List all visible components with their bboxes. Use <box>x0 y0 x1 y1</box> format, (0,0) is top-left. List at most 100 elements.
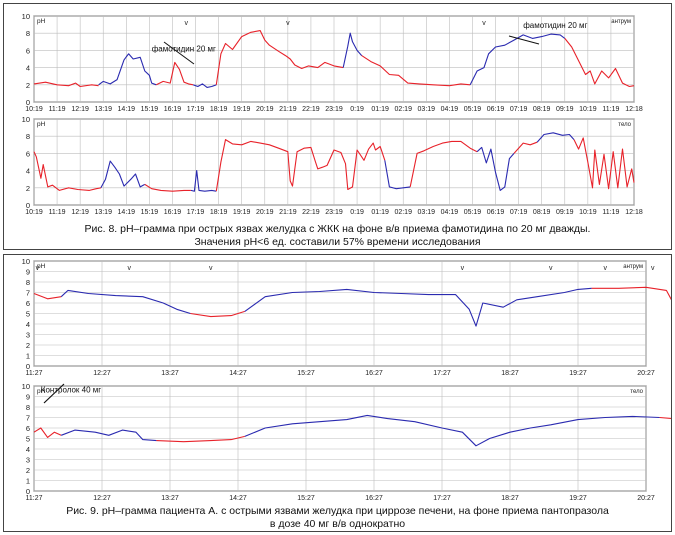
y-tick-label: 2 <box>26 466 30 475</box>
annotation-arrow <box>43 383 65 404</box>
x-tick-label: 11:19 <box>49 106 66 113</box>
y-tick-label: 8 <box>26 403 30 412</box>
ph-trace-pre <box>33 81 99 88</box>
figure-9-caption-line1: Рис. 9. pH–грамма пациента А. с острыми … <box>66 505 609 517</box>
chart-panel-3: 01 23 45 67 89 10 11:27 12:27 13:27 14:27 15:27 16:… <box>22 257 675 377</box>
y-tick-label: 2 <box>26 81 30 90</box>
ph-trace-pre <box>215 30 344 85</box>
ph-trace-pre <box>215 139 386 192</box>
ph-trace-drug <box>244 414 660 447</box>
event-marker: v <box>185 20 189 27</box>
channel-label: тело <box>630 389 643 395</box>
figure-8-caption-line2: Значения pH<6 ед. составили 57% времени … <box>194 236 481 248</box>
x-tick-label: 23:19 <box>325 106 343 113</box>
y-tick-label: 9 <box>26 393 30 402</box>
ph-trace-pre <box>659 416 675 422</box>
annotation-arrow <box>163 41 195 65</box>
y-tick-label: 2 <box>26 184 30 193</box>
x-tick-label: 16:19 <box>164 209 182 216</box>
figure-8-charts: 0 2 4 6 8 10 10:19 11:19 12:19 13:19 14:19 15:19 16:… <box>22 12 643 216</box>
y-tick-label: 3 <box>26 331 30 340</box>
y-tick-label: 0 <box>26 201 30 210</box>
x-tick-label: 08:19 <box>533 209 551 216</box>
figure-8: 0 2 4 6 8 10 10:19 11:19 12:19 13:19 14:19 15:19 16:… <box>3 3 672 250</box>
annotation-label: фамотидин 20 мг <box>152 44 216 53</box>
y-tick-label: 8 <box>26 29 30 38</box>
event-marker: v <box>209 265 213 272</box>
ph-trace-pre <box>513 141 538 154</box>
figure-9-caption-line2: в дозе 40 мг в/в однократно <box>269 518 406 530</box>
y-tick-label: 0 <box>26 98 30 107</box>
figure-9-caption: Рис. 9. pH–грамма пациента А. с острыми … <box>4 505 671 531</box>
x-tick-label: 13:27 <box>161 495 179 502</box>
annotation-label: фамотидин 20 мг <box>523 21 587 30</box>
x-tick-label: 18:27 <box>501 495 519 502</box>
ph-trace-pre <box>190 310 245 318</box>
x-tick-label: 12:27 <box>93 495 111 502</box>
x-tick-label: 19:19 <box>233 209 251 216</box>
y-tick-label: 0 <box>26 362 30 371</box>
chart-panel-2: 0 2 4 6 8 10 10:19 11:19 12:19 13:19 14:19 15:19 16:… <box>22 115 643 216</box>
chart-panel-1: 0 2 4 6 8 10 10:19 11:19 12:19 13:19 14:19 15:19 16:… <box>22 12 643 113</box>
y-tick-label: 6 <box>26 46 30 55</box>
x-tick-label: 07:19 <box>510 209 528 216</box>
y-tick-label: 7 <box>26 289 30 298</box>
x-tick-label: 01:19 <box>371 106 389 113</box>
y-tick-label: 5 <box>26 310 30 319</box>
x-tick-label: 13:27 <box>161 370 179 377</box>
y-tick-label: 10 <box>22 12 30 21</box>
x-tick-label: 11:27 <box>26 495 43 502</box>
y-tick-label: 5 <box>26 435 30 444</box>
x-tick-label: 22:19 <box>302 209 320 216</box>
y-tick-label: 4 <box>26 320 30 329</box>
x-tick-label: 18:27 <box>501 370 519 377</box>
y-tick-label: 0 <box>26 487 30 496</box>
x-tick-label: 10:19 <box>579 106 597 113</box>
x-tick-label: 18:19 <box>210 106 228 113</box>
ph-trace-drug <box>193 83 217 88</box>
ph-trace-pre <box>409 140 478 188</box>
y-tick-label: 4 <box>26 445 30 454</box>
y-tick-label: 6 <box>26 299 30 308</box>
ph-trace-drug <box>469 33 566 86</box>
x-tick-label: 11:19 <box>602 209 619 216</box>
y-tick-label: 6 <box>26 424 30 433</box>
x-tick-label: 10:19 <box>25 209 43 216</box>
x-tick-label: 17:19 <box>187 106 205 113</box>
x-tick-label: 18:19 <box>210 209 228 216</box>
x-tick-label: 17:27 <box>433 495 451 502</box>
x-tick-label: 17:27 <box>433 370 451 377</box>
y-tick-label: 3 <box>26 456 30 465</box>
x-tick-label: 10:19 <box>25 106 43 113</box>
channel-label: антрум <box>611 19 631 25</box>
ph-trace-pre <box>33 151 102 191</box>
ph-trace-drug <box>98 53 157 86</box>
y-axis-label: pH <box>37 263 46 270</box>
y-tick-label: 10 <box>22 257 30 266</box>
ph-trace-drug <box>476 146 515 191</box>
x-tick-label: 09:19 <box>556 209 574 216</box>
ph-trace-drug <box>60 289 191 315</box>
x-tick-label: 12:27 <box>93 370 111 377</box>
x-tick-label: 16:27 <box>365 495 383 502</box>
x-tick-label: 15:27 <box>297 370 315 377</box>
ph-trace-drug <box>244 287 592 327</box>
ph-trace-pre <box>564 38 635 88</box>
x-tick-label: 20:27 <box>637 495 655 502</box>
ph-trace-pre <box>591 286 675 308</box>
ph-trace-pre <box>573 137 635 190</box>
ph-trace-pre <box>144 183 191 192</box>
x-tick-label: 0:19 <box>350 209 364 216</box>
x-tick-label: 16:27 <box>365 370 383 377</box>
x-tick-label: 21:19 <box>279 209 297 216</box>
ph-trace-pre <box>156 61 194 86</box>
x-tick-label: 14:27 <box>229 495 247 502</box>
y-tick-label: 10 <box>22 115 30 124</box>
event-marker: v <box>127 265 131 272</box>
x-tick-label: 12:18 <box>625 106 643 113</box>
x-tick-label: 12:19 <box>71 209 89 216</box>
event-marker: v <box>549 265 553 272</box>
x-tick-label: 03:19 <box>418 209 436 216</box>
annotation-arrow <box>508 35 540 45</box>
